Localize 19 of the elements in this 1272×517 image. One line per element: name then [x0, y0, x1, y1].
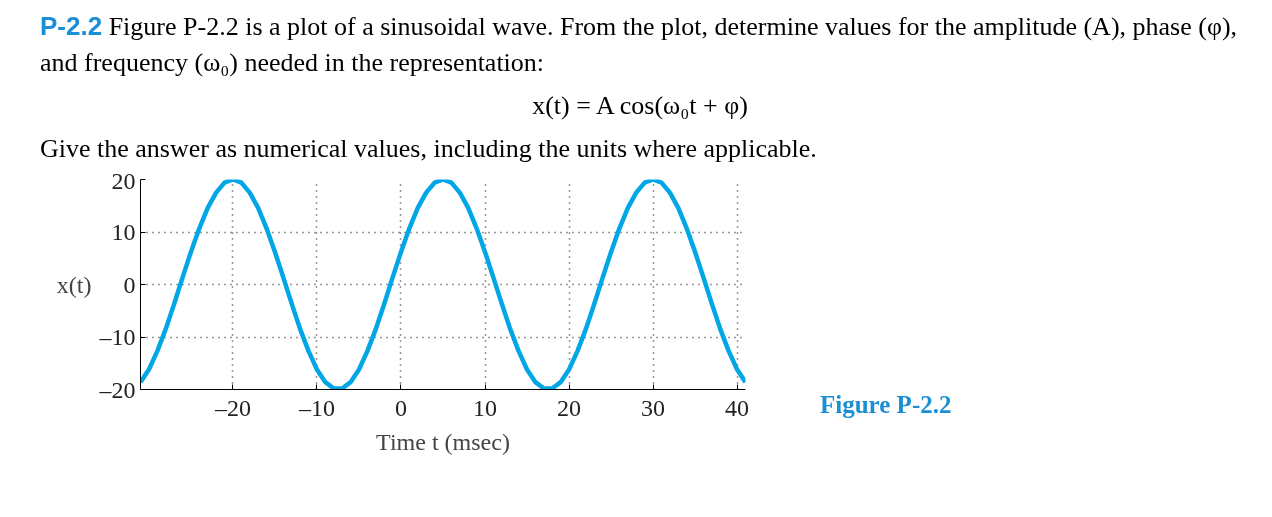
- x-tick-label: –20: [213, 394, 251, 421]
- x-axis-title: Time t (msec): [376, 428, 510, 455]
- x-tick-label: 30: [641, 394, 666, 421]
- y-tick-label: 0: [123, 271, 136, 298]
- y-tick-label: –20: [98, 376, 136, 403]
- y-tick-label: 20: [111, 167, 136, 194]
- chart-subtitle: x(t) = A cos(ω₀t + φ): [532, 90, 748, 122]
- y-tick-label: 10: [111, 219, 136, 246]
- line-series: [140, 179, 746, 390]
- x-tick-label: 20: [557, 394, 582, 421]
- text: Figure P-2.2: [820, 390, 952, 421]
- x-tick-label: 10: [473, 394, 498, 421]
- y-tick-label: –10: [98, 324, 136, 351]
- x-tick-label: 0: [394, 394, 407, 421]
- x-tick-label: –10: [297, 394, 335, 421]
- y-axis-title: x(t): [56, 271, 92, 298]
- chart-title: P-2.2 Figure P-2.2 is a plot of a sinusoidal wave. From the plot, determine values for the amplitude (A), phase (φ), and frequency (ω₀) needed in the representation:: [40, 10, 1239, 79]
- text: Give the answer as numerical values, including the units where applicable.: [40, 133, 817, 166]
- x-tick-label: 40: [725, 394, 750, 421]
